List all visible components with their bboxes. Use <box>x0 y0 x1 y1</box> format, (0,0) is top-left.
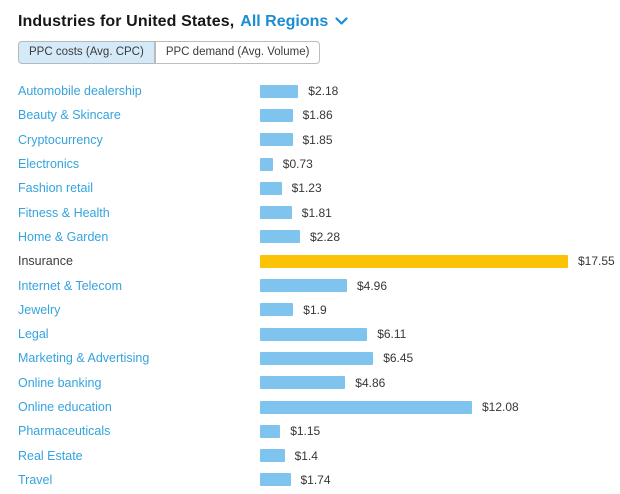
industry-label[interactable]: Pharmaceuticals <box>18 424 111 439</box>
industry-bar[interactable] <box>260 351 374 365</box>
industry-value: $2.18 <box>308 84 339 99</box>
industry-row: Travel $1.74 <box>0 468 620 492</box>
industry-bar[interactable] <box>260 303 294 317</box>
tab-ppc-demand[interactable]: PPC demand (Avg. Volume) <box>154 41 321 64</box>
industry-bar[interactable] <box>260 376 346 390</box>
industry-value: $1.86 <box>302 108 333 123</box>
bar-wrap: $1.9 <box>260 303 327 317</box>
industry-bar[interactable] <box>260 424 281 438</box>
industry-label[interactable]: Home & Garden <box>18 229 109 244</box>
chevron-down-icon <box>335 13 348 31</box>
industry-row: Marketing & Advertising $6.45 <box>0 346 620 370</box>
bar-wrap: $4.86 <box>260 376 385 390</box>
industry-row: Online banking $4.86 <box>0 371 620 395</box>
industry-label[interactable]: Internet & Telecom <box>18 278 122 293</box>
industry-bar[interactable] <box>260 279 347 293</box>
industry-bar[interactable] <box>260 327 368 341</box>
industry-row: Beauty & Skincare $1.86 <box>0 103 620 127</box>
industry-row: Insurance $17.55 <box>0 249 620 273</box>
bar-wrap: $2.18 <box>260 84 338 98</box>
industry-bar[interactable] <box>260 157 273 171</box>
industry-value: $6.11 <box>377 327 407 342</box>
industry-value: $1.4 <box>294 448 318 463</box>
bar-wrap: $2.28 <box>260 230 340 244</box>
bar-wrap: $12.08 <box>260 400 519 414</box>
industry-label[interactable]: Legal <box>18 327 49 342</box>
industry-value: $17.55 <box>578 254 615 269</box>
bar-wrap: $1.74 <box>260 473 331 487</box>
industry-row: Fitness & Health $1.81 <box>0 200 620 224</box>
widget-header: Industries for United States, All Region… <box>0 0 620 31</box>
industry-row: Electronics $0.73 <box>0 152 620 176</box>
industry-bar[interactable] <box>260 473 291 487</box>
industry-bar[interactable] <box>260 133 293 147</box>
industry-bar[interactable] <box>260 181 282 195</box>
page-title: Industries for United States, <box>18 13 235 30</box>
bar-chart: Automobile dealership $2.18 Beauty & Ski… <box>0 79 620 492</box>
bar-wrap: $1.15 <box>260 424 320 438</box>
bar-wrap: $1.86 <box>260 108 333 122</box>
industry-bar[interactable] <box>260 108 293 122</box>
industry-label[interactable]: Insurance <box>18 254 73 269</box>
tab-ppc-costs[interactable]: PPC costs (Avg. CPC) <box>18 41 155 64</box>
industry-row: Jewelry $1.9 <box>0 298 620 322</box>
industry-label[interactable]: Automobile dealership <box>18 84 142 99</box>
industry-row: Legal $6.11 <box>0 322 620 346</box>
industry-label[interactable]: Marketing & Advertising <box>18 351 150 366</box>
metric-tabs: PPC costs (Avg. CPC) PPC demand (Avg. Vo… <box>18 41 321 64</box>
industry-label[interactable]: Online education <box>18 400 112 414</box>
industry-value: $1.9 <box>303 302 327 317</box>
industry-value: $1.81 <box>301 205 332 220</box>
bar-wrap: $6.45 <box>260 351 413 365</box>
region-selector-label: All Regions <box>240 13 329 30</box>
industry-label[interactable]: Real Estate <box>18 448 83 463</box>
industry-value: $1.15 <box>290 424 321 439</box>
industry-row: Real Estate $1.4 <box>0 443 620 467</box>
bar-wrap: $1.4 <box>260 449 318 463</box>
industry-bar[interactable] <box>260 400 472 414</box>
bar-wrap: $1.23 <box>260 181 322 195</box>
industry-bar[interactable] <box>260 206 292 220</box>
industry-value: $0.73 <box>282 157 313 172</box>
industry-label[interactable]: Beauty & Skincare <box>18 108 121 123</box>
bar-wrap: $1.85 <box>260 133 333 147</box>
industry-label[interactable]: Online banking <box>18 375 102 390</box>
industry-label[interactable]: Cryptocurrency <box>18 132 103 147</box>
industry-row: Automobile dealership $2.18 <box>0 79 620 103</box>
industry-label[interactable]: Electronics <box>18 157 80 172</box>
industry-row: Pharmaceuticals $1.15 <box>0 419 620 443</box>
industry-value: $4.86 <box>355 375 386 390</box>
industry-value: $2.28 <box>310 229 341 244</box>
bar-wrap: $17.55 <box>260 254 615 268</box>
bar-wrap: $0.73 <box>260 157 313 171</box>
industry-value: $4.96 <box>357 278 388 293</box>
industry-label[interactable]: Travel <box>18 472 53 487</box>
industry-row: Online education $12.08 <box>0 395 620 419</box>
industry-value: $6.45 <box>383 351 414 366</box>
industry-bar[interactable] <box>260 449 285 463</box>
region-selector[interactable]: All Regions <box>240 13 348 31</box>
industry-value: $1.23 <box>291 181 322 196</box>
bar-wrap: $6.11 <box>260 327 406 341</box>
industry-value: $1.85 <box>302 132 333 147</box>
industry-row: Fashion retail $1.23 <box>0 176 620 200</box>
industry-label[interactable]: Fashion retail <box>18 181 94 196</box>
bar-wrap: $1.81 <box>260 206 332 220</box>
industry-bar[interactable] <box>260 254 568 268</box>
industry-label[interactable]: Jewelry <box>18 302 61 317</box>
industry-bar[interactable] <box>260 230 300 244</box>
industry-label[interactable]: Fitness & Health <box>18 205 110 220</box>
industry-bar[interactable] <box>260 84 299 98</box>
industry-row: Home & Garden $2.28 <box>0 225 620 249</box>
industry-value: $12.08 <box>482 400 519 414</box>
industry-row: Cryptocurrency $1.85 <box>0 128 620 152</box>
bar-wrap: $4.96 <box>260 279 387 293</box>
industry-value: $1.74 <box>300 472 331 487</box>
industry-row: Internet & Telecom $4.96 <box>0 273 620 297</box>
